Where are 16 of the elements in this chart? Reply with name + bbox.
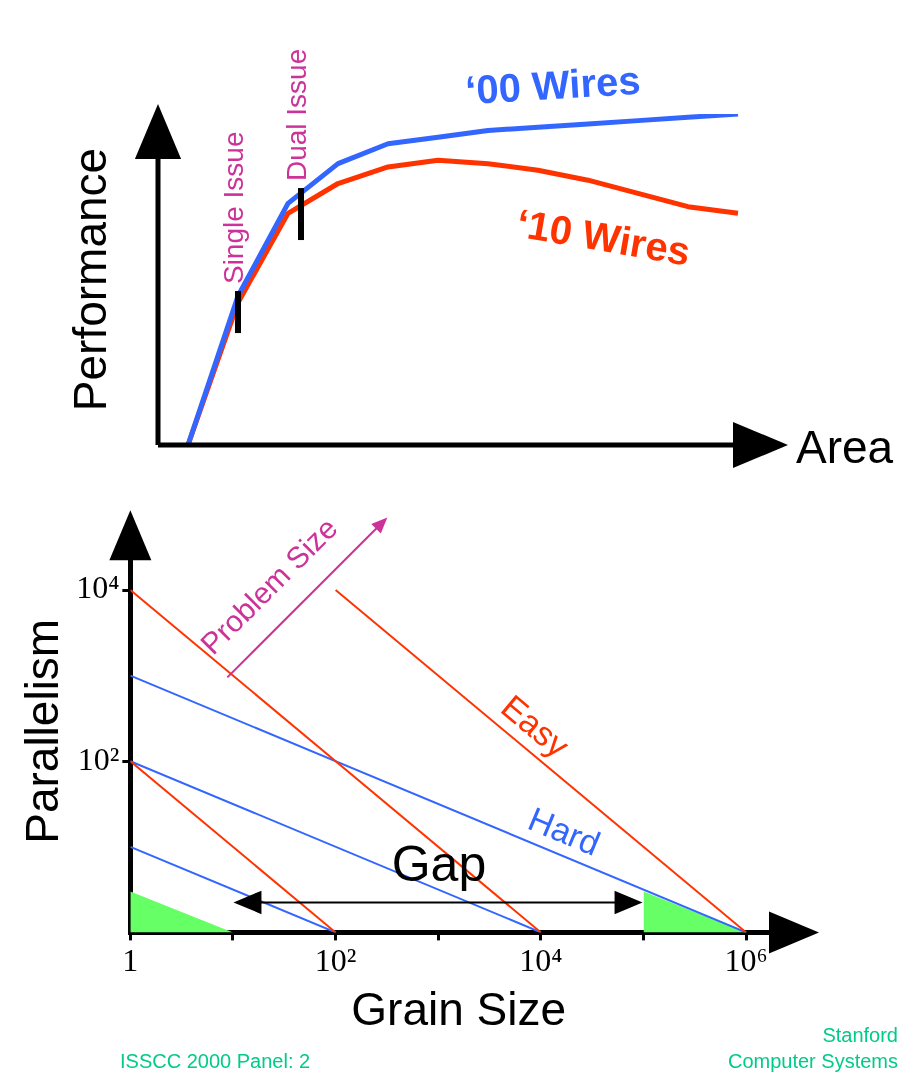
annotation: Single Issue	[217, 131, 249, 285]
text: ‘10 Wires	[513, 200, 694, 274]
x-tick-label: 1	[122, 942, 139, 979]
y-axis-title: Performance	[63, 147, 116, 412]
text: ISSCC 2000 Panel: 2	[120, 1050, 311, 1072]
text: Computer Systems	[727, 1050, 898, 1072]
annotation: Dual Issue	[280, 48, 312, 182]
text: Stanford	[822, 1024, 898, 1046]
x-axis-title: Grain Size	[351, 983, 567, 1036]
text: Hard	[523, 799, 606, 863]
series-label: ‘00 Wires	[464, 57, 642, 113]
x-tick-label: 10²	[314, 942, 357, 979]
x-tick-label: 10⁴	[519, 942, 563, 979]
x-tick-label: 10⁶	[724, 942, 768, 979]
y-axis-title: Parallelism	[16, 618, 69, 844]
x-axis-title: Area	[796, 420, 894, 473]
